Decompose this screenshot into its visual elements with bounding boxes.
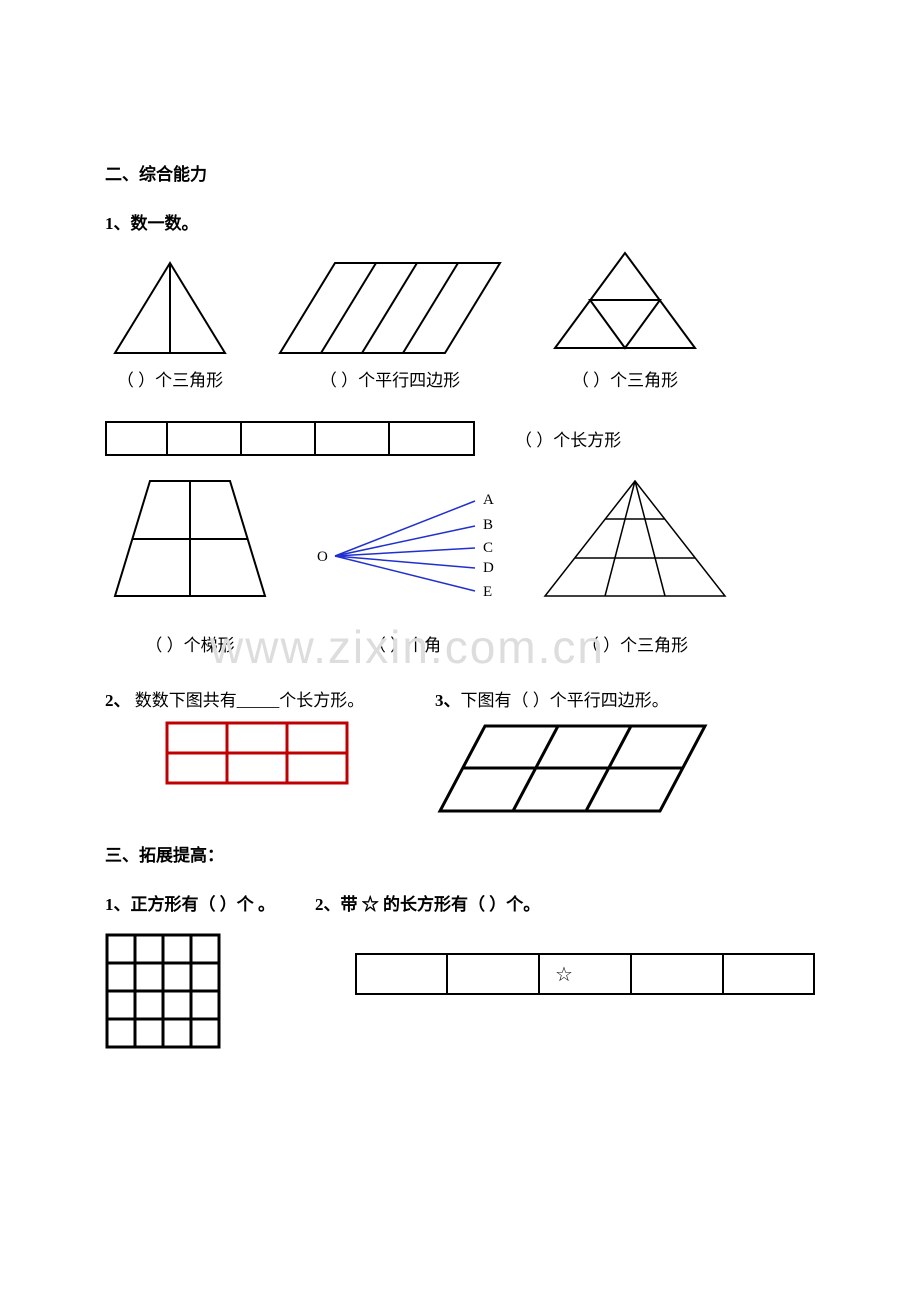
label-7: 个三角形 xyxy=(620,636,688,655)
blank-6: （ ） xyxy=(369,636,407,655)
caption-1: （ ）个三角形 xyxy=(117,366,223,391)
triangle-split-icon xyxy=(105,258,235,358)
blank-7: （ ） xyxy=(582,636,620,655)
caption-7: （ ）个三角形 xyxy=(582,631,688,656)
q1-row1: （ ）个三角形 （ ）个平行四边形 （ ）个三角形 xyxy=(105,248,820,391)
q3-num: 3、 xyxy=(435,691,461,710)
q3-block: 3、下图有（ ）个平行四边形。 xyxy=(435,686,715,821)
q2-q3-row: 2、 数数下图共有_____个长方形。 3、下图有（ ）个平行四边形。 xyxy=(105,686,820,821)
label-3: 个三角形 xyxy=(610,371,678,390)
fig-triangle-1: （ ）个三角形 xyxy=(105,258,235,391)
angle-O: O xyxy=(317,549,328,565)
section2-title: 二、综合能力 xyxy=(105,160,820,185)
label-5: 个梯形 xyxy=(184,636,235,655)
fan-angles-icon: O A B C D E xyxy=(305,486,505,606)
star-strip-wrap: ☆ xyxy=(355,953,815,995)
fig-parallelogram: （ ）个平行四边形 xyxy=(275,258,505,391)
parallelogram-grid-icon xyxy=(435,721,715,821)
label-6: 个角 xyxy=(407,636,441,655)
square-grid-icon xyxy=(105,933,225,1053)
blank-2: （ ） xyxy=(320,371,358,390)
label-4: 个长方形 xyxy=(553,431,621,450)
page-content: 二、综合能力 1、数一数。 （ ）个三角形 （ ）个平行四边形 xyxy=(0,0,920,1053)
blank-4: （ ） xyxy=(515,431,553,450)
fig-trapezoid: （ ）个梯形 xyxy=(105,476,275,656)
s3-q2-text: 2、带 ☆ 的长方形有（ ）个。 xyxy=(315,890,540,915)
caption-6: （ ）个角 xyxy=(369,631,441,656)
q1-row2: （ ）个长方形 xyxy=(105,421,820,456)
q2-label: 2、 数数下图共有_____个长方形。 xyxy=(105,686,365,711)
q3-label: 3、下图有（ ）个平行四边形。 xyxy=(435,686,715,711)
section3-title: 三、拓展提高： xyxy=(105,841,820,866)
fig-triangle-2: （ ）个三角形 xyxy=(545,248,705,391)
q2-block: 2、 数数下图共有_____个长方形。 xyxy=(105,686,365,791)
q3-text: 下图有（ ）个平行四边形。 xyxy=(461,691,669,710)
triangle-inner-icon xyxy=(545,248,705,358)
star-icon: ☆ xyxy=(555,964,573,986)
red-grid-icon xyxy=(165,721,365,791)
angle-A: A xyxy=(483,492,494,508)
parallelogram-icon xyxy=(275,258,505,358)
s3-q1-text: 1、正方形有（ ）个 。 xyxy=(105,890,275,915)
sec3-figures: ☆ xyxy=(105,933,820,1053)
star-strip-icon: ☆ xyxy=(355,953,815,995)
label-1: 个三角形 xyxy=(155,371,223,390)
q2-num: 2、 xyxy=(105,691,131,710)
label-2: 个平行四边形 xyxy=(358,371,460,390)
angle-B: B xyxy=(483,517,493,533)
angle-E: E xyxy=(483,584,492,600)
blank-3: （ ） xyxy=(572,371,610,390)
fig-triangle-grid: （ ）个三角形 xyxy=(535,476,735,656)
q1-row3: （ ）个梯形 O A B C D E （ ）个角 xyxy=(105,476,820,656)
q1-title: 1、数一数。 xyxy=(105,209,820,234)
blank-5: （ ） xyxy=(145,636,183,655)
fig-angles: O A B C D E （ ）个角 xyxy=(305,486,505,656)
rectangle-strip-icon xyxy=(105,421,475,456)
angle-D: D xyxy=(483,560,494,576)
angle-C: C xyxy=(483,540,493,556)
triangle-grid-icon xyxy=(535,476,735,606)
caption-4: （ ）个长方形 xyxy=(515,426,621,451)
q2-text: 数数下图共有_____个长方形。 xyxy=(135,691,365,710)
blank-1: （ ） xyxy=(117,371,155,390)
caption-2: （ ）个平行四边形 xyxy=(320,366,460,391)
trapezoid-icon xyxy=(105,476,275,606)
caption-5: （ ）个梯形 xyxy=(145,631,234,656)
sec3-labels: 1、正方形有（ ）个 。 2、带 ☆ 的长方形有（ ）个。 xyxy=(105,890,820,915)
caption-3: （ ）个三角形 xyxy=(572,366,678,391)
